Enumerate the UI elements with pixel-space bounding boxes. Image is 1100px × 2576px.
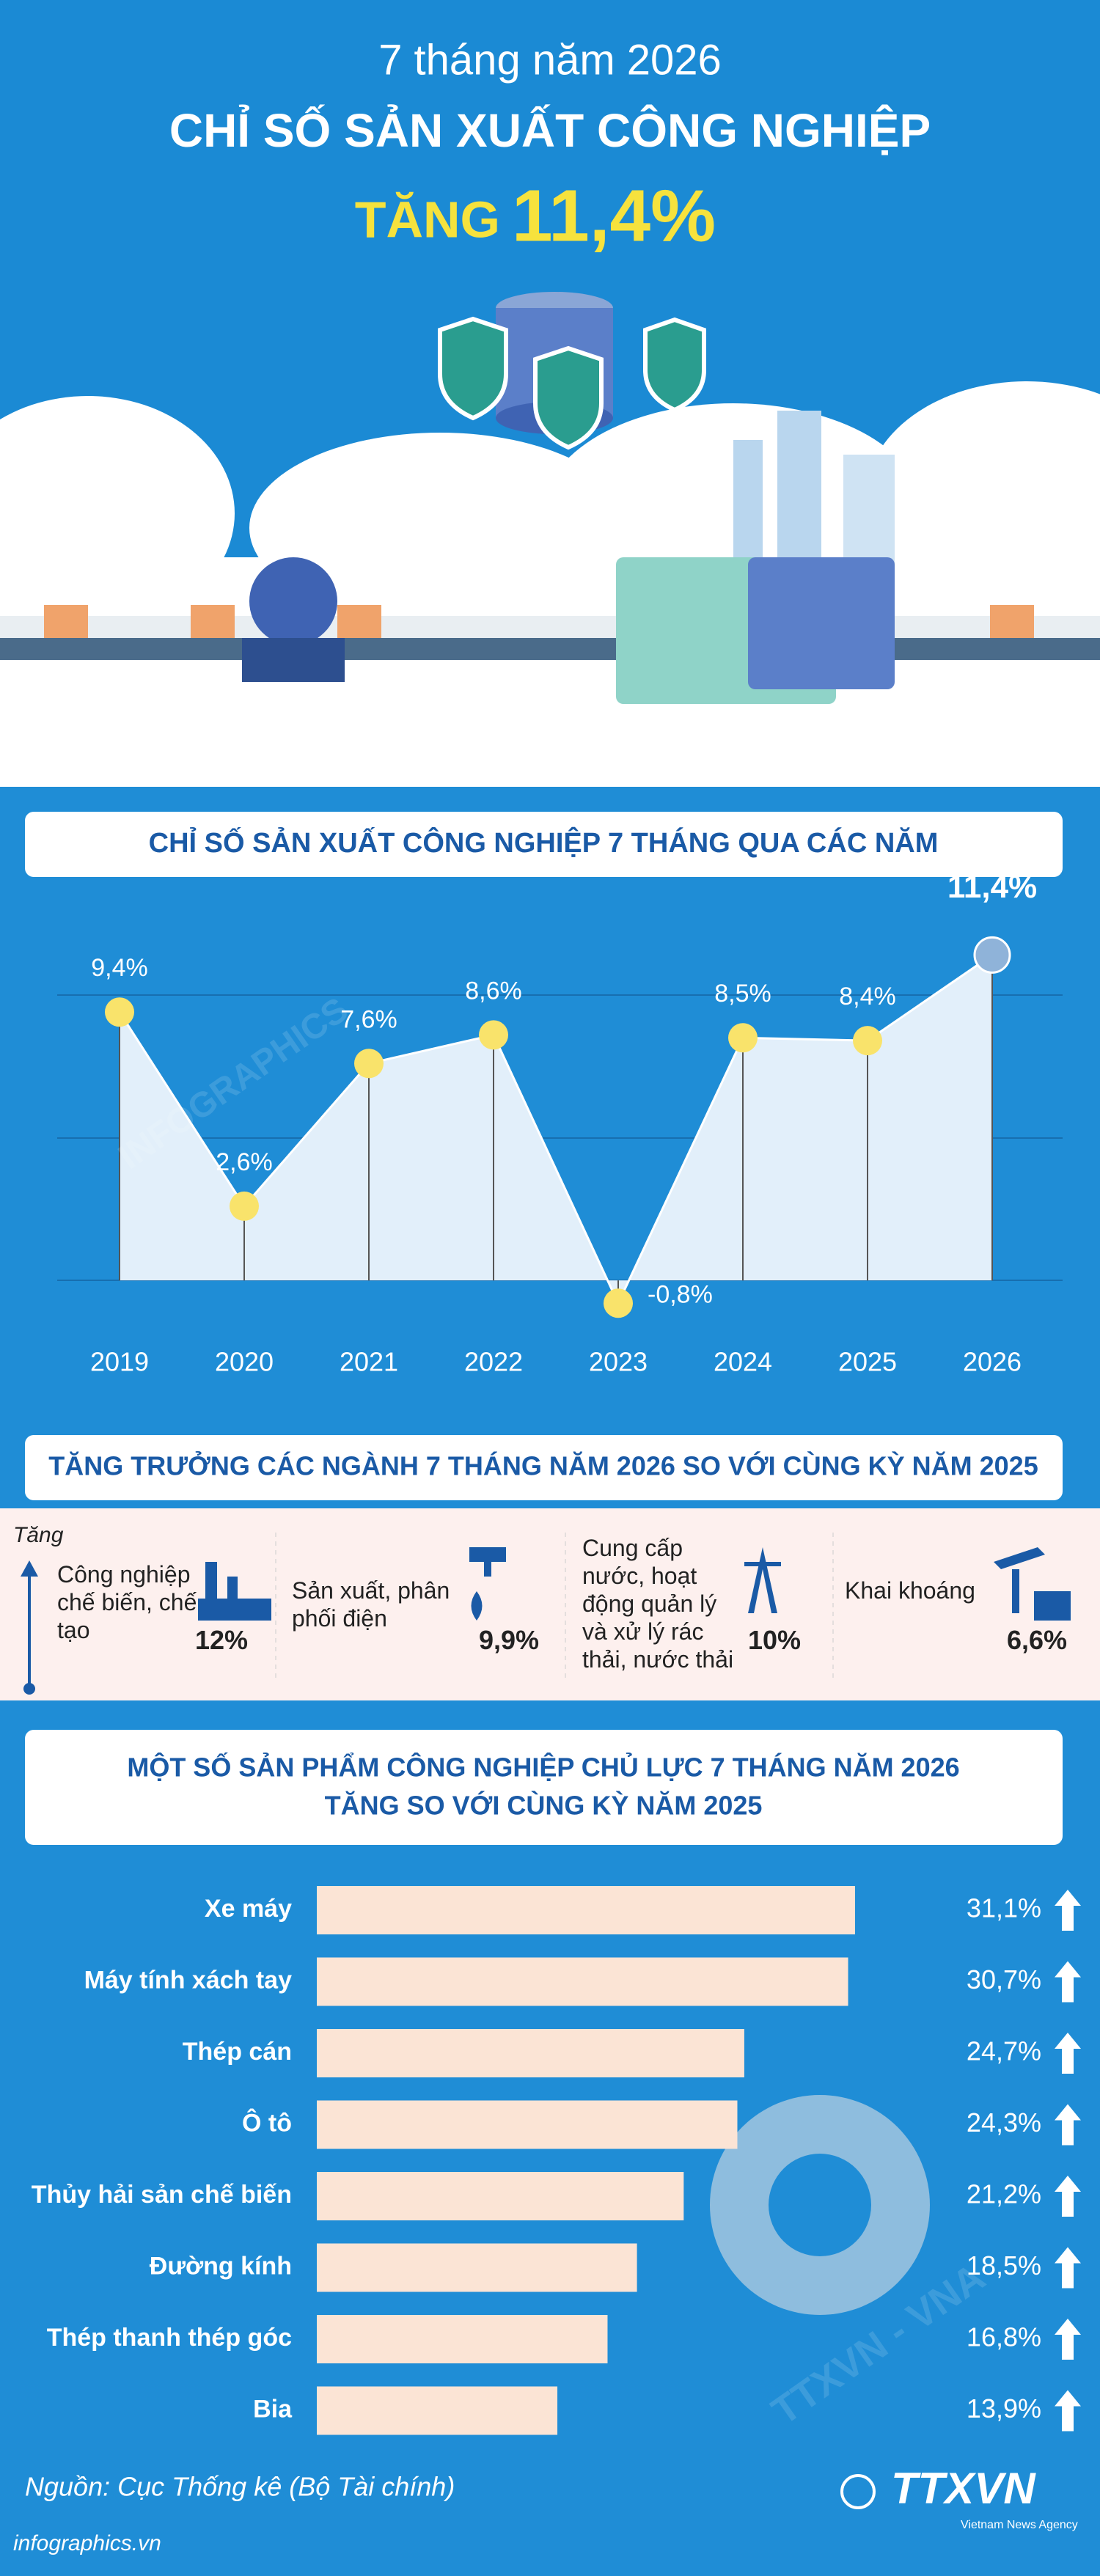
category-label: Thép cán <box>183 2038 292 2066</box>
source: Nguồn: Cục Thống kê (Bộ Tài chính) <box>25 2472 455 2502</box>
point <box>853 1026 882 1056</box>
x-tick-label: 2019 <box>90 1347 149 1377</box>
bar <box>317 1957 848 2006</box>
header-subtitle: 7 tháng năm 2026 <box>378 36 722 84</box>
point <box>354 1049 384 1079</box>
arrow-foot <box>23 1683 35 1695</box>
sectors-axis-label: Tăng <box>13 1523 64 1547</box>
sector-name: Cung cấp nước, hoạt động quản lý và xử l… <box>582 1535 734 1673</box>
x-tick-label: 2022 <box>464 1347 523 1377</box>
sector-value: 6,6% <box>1006 1625 1068 1655</box>
bar <box>317 2172 684 2220</box>
category-label: Máy tính xách tay <box>84 1966 293 1994</box>
point <box>973 936 1011 974</box>
value-label: 31,1% <box>967 1893 1041 1923</box>
x-tick-label: 2020 <box>215 1347 274 1377</box>
up-arrow <box>1055 2319 1081 2360</box>
x-tick-label: 2024 <box>714 1347 772 1377</box>
category-label: Bia <box>253 2395 293 2423</box>
title-box <box>25 1730 1063 1845</box>
value-label: 24,7% <box>967 2036 1041 2066</box>
title-box <box>25 1435 1063 1500</box>
header-highlight-prefix: TĂNG <box>355 191 500 248</box>
category-label: Đường kính <box>150 2252 292 2280</box>
point <box>604 1288 633 1318</box>
illustration <box>0 292 1100 787</box>
value-label: 16,8% <box>967 2322 1041 2352</box>
bar <box>317 1886 855 1934</box>
category-label: Thép thanh thép góc <box>47 2324 292 2352</box>
agency: Vietnam News Agency <box>961 2519 1078 2531</box>
arrow-head <box>21 1560 38 1577</box>
point <box>479 1020 508 1050</box>
sectors-title: TĂNG TRƯỞNG CÁC NGÀNH 7 THÁNG NĂM 2026 S… <box>48 1450 1038 1481</box>
point <box>728 1023 758 1053</box>
bar <box>317 2243 637 2292</box>
value-label: 24,3% <box>967 2107 1041 2138</box>
up-arrow <box>1055 2390 1081 2432</box>
up-arrow <box>1055 1890 1081 1931</box>
sector-name: Khai khoáng <box>845 1577 975 1604</box>
line-chart: 9,4% 2019 2,6% 2020 7,6% 2021 8,6% 2022 -0,8% 202… <box>90 869 1037 1377</box>
bar <box>317 2100 738 2149</box>
bar <box>317 2386 558 2435</box>
up-arrow <box>1055 2176 1081 2217</box>
chart-title: MỘT SỐ SẢN PHẨM CÔNG NGHIỆP CHỦ LỰC 7 TH… <box>127 1752 959 1783</box>
sector-name: Sản xuất, phân phối điện <box>292 1577 450 1632</box>
gear-hole <box>769 2154 871 2256</box>
sector-value: 12% <box>194 1625 249 1655</box>
category-label: Xe máy <box>205 1895 292 1923</box>
sector-name: Công nghiệp chế biến, chế tạo <box>57 1561 197 1643</box>
value-label: 9,4% <box>91 954 148 982</box>
header-title: CHỈ SỐ SẢN XUẤT CÔNG NGHIỆP <box>169 103 931 157</box>
category-label: Ô tô <box>242 2108 292 2137</box>
point <box>105 997 134 1027</box>
value-label: 7,6% <box>340 1005 397 1033</box>
value-label: -0,8% <box>648 1280 713 1308</box>
value-label: 13,9% <box>967 2393 1041 2423</box>
sector-value: 10% <box>747 1625 802 1655</box>
chart-subtitle: TĂNG SO VỚI CÙNG KỲ NĂM 2025 <box>325 1790 763 1821</box>
value-label: 8,4% <box>839 983 896 1010</box>
value-label: 18,5% <box>967 2250 1041 2280</box>
up-arrow <box>1055 2033 1081 2074</box>
title-box <box>25 812 1063 877</box>
sector-value: 9,9% <box>478 1625 540 1655</box>
value-label: 8,6% <box>465 977 522 1005</box>
x-tick-label: 2023 <box>589 1347 648 1377</box>
x-tick-label: 2021 <box>340 1347 398 1377</box>
up-arrow <box>1055 2104 1081 2146</box>
up-arrow <box>1055 1961 1081 2003</box>
logo: TTXVN <box>891 2464 1036 2513</box>
value-label: 2,6% <box>216 1148 273 1176</box>
copyright-mark <box>840 2474 876 2509</box>
line <box>118 954 993 1306</box>
chart-title: CHỈ SỐ SẢN XUẤT CÔNG NGHIỆP 7 THÁNG QUA … <box>149 826 939 859</box>
area <box>120 955 992 1304</box>
point <box>230 1191 259 1221</box>
bar <box>317 2029 744 2077</box>
sector-icons <box>198 1547 1071 1621</box>
bar <box>317 2315 608 2363</box>
header-highlight-value: 11,4% <box>512 175 716 257</box>
bar-chart: Xe máy 31,1% Máy tính xách tay 30,7% Thép cá… <box>32 1886 1081 2435</box>
x-tick-label: 2025 <box>838 1347 897 1377</box>
sectors-bg <box>0 1508 1100 1700</box>
category-label: Thủy hải sản chế biến <box>32 2181 292 2209</box>
up-arrow <box>1055 2247 1081 2289</box>
value-label: 21,2% <box>967 2179 1041 2209</box>
value-label: 8,5% <box>714 980 771 1008</box>
website: infographics.vn <box>13 2531 161 2555</box>
value-label-highlight: 11,4% <box>947 869 1037 905</box>
value-label: 30,7% <box>967 1964 1041 1995</box>
x-tick-label: 2026 <box>963 1347 1022 1377</box>
